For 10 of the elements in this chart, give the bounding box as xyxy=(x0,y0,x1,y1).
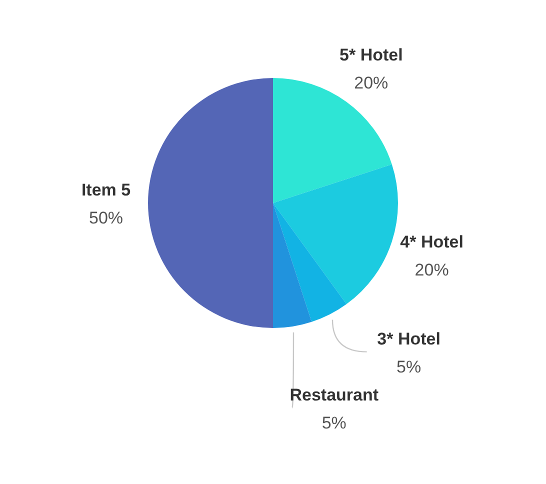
data-label: 5% xyxy=(322,413,346,432)
slice-label: Restaurant xyxy=(290,385,379,404)
slice-label: 4* Hotel xyxy=(400,232,464,252)
data-label: 20% xyxy=(354,74,388,93)
slice-label: Item 5 xyxy=(81,180,131,200)
data-label: 5% xyxy=(396,357,422,376)
data-label: 20% xyxy=(414,260,449,280)
slice-label: 3* Hotel xyxy=(377,329,440,348)
slice-label: 5* Hotel xyxy=(340,46,403,65)
data-label: 50% xyxy=(88,208,124,228)
